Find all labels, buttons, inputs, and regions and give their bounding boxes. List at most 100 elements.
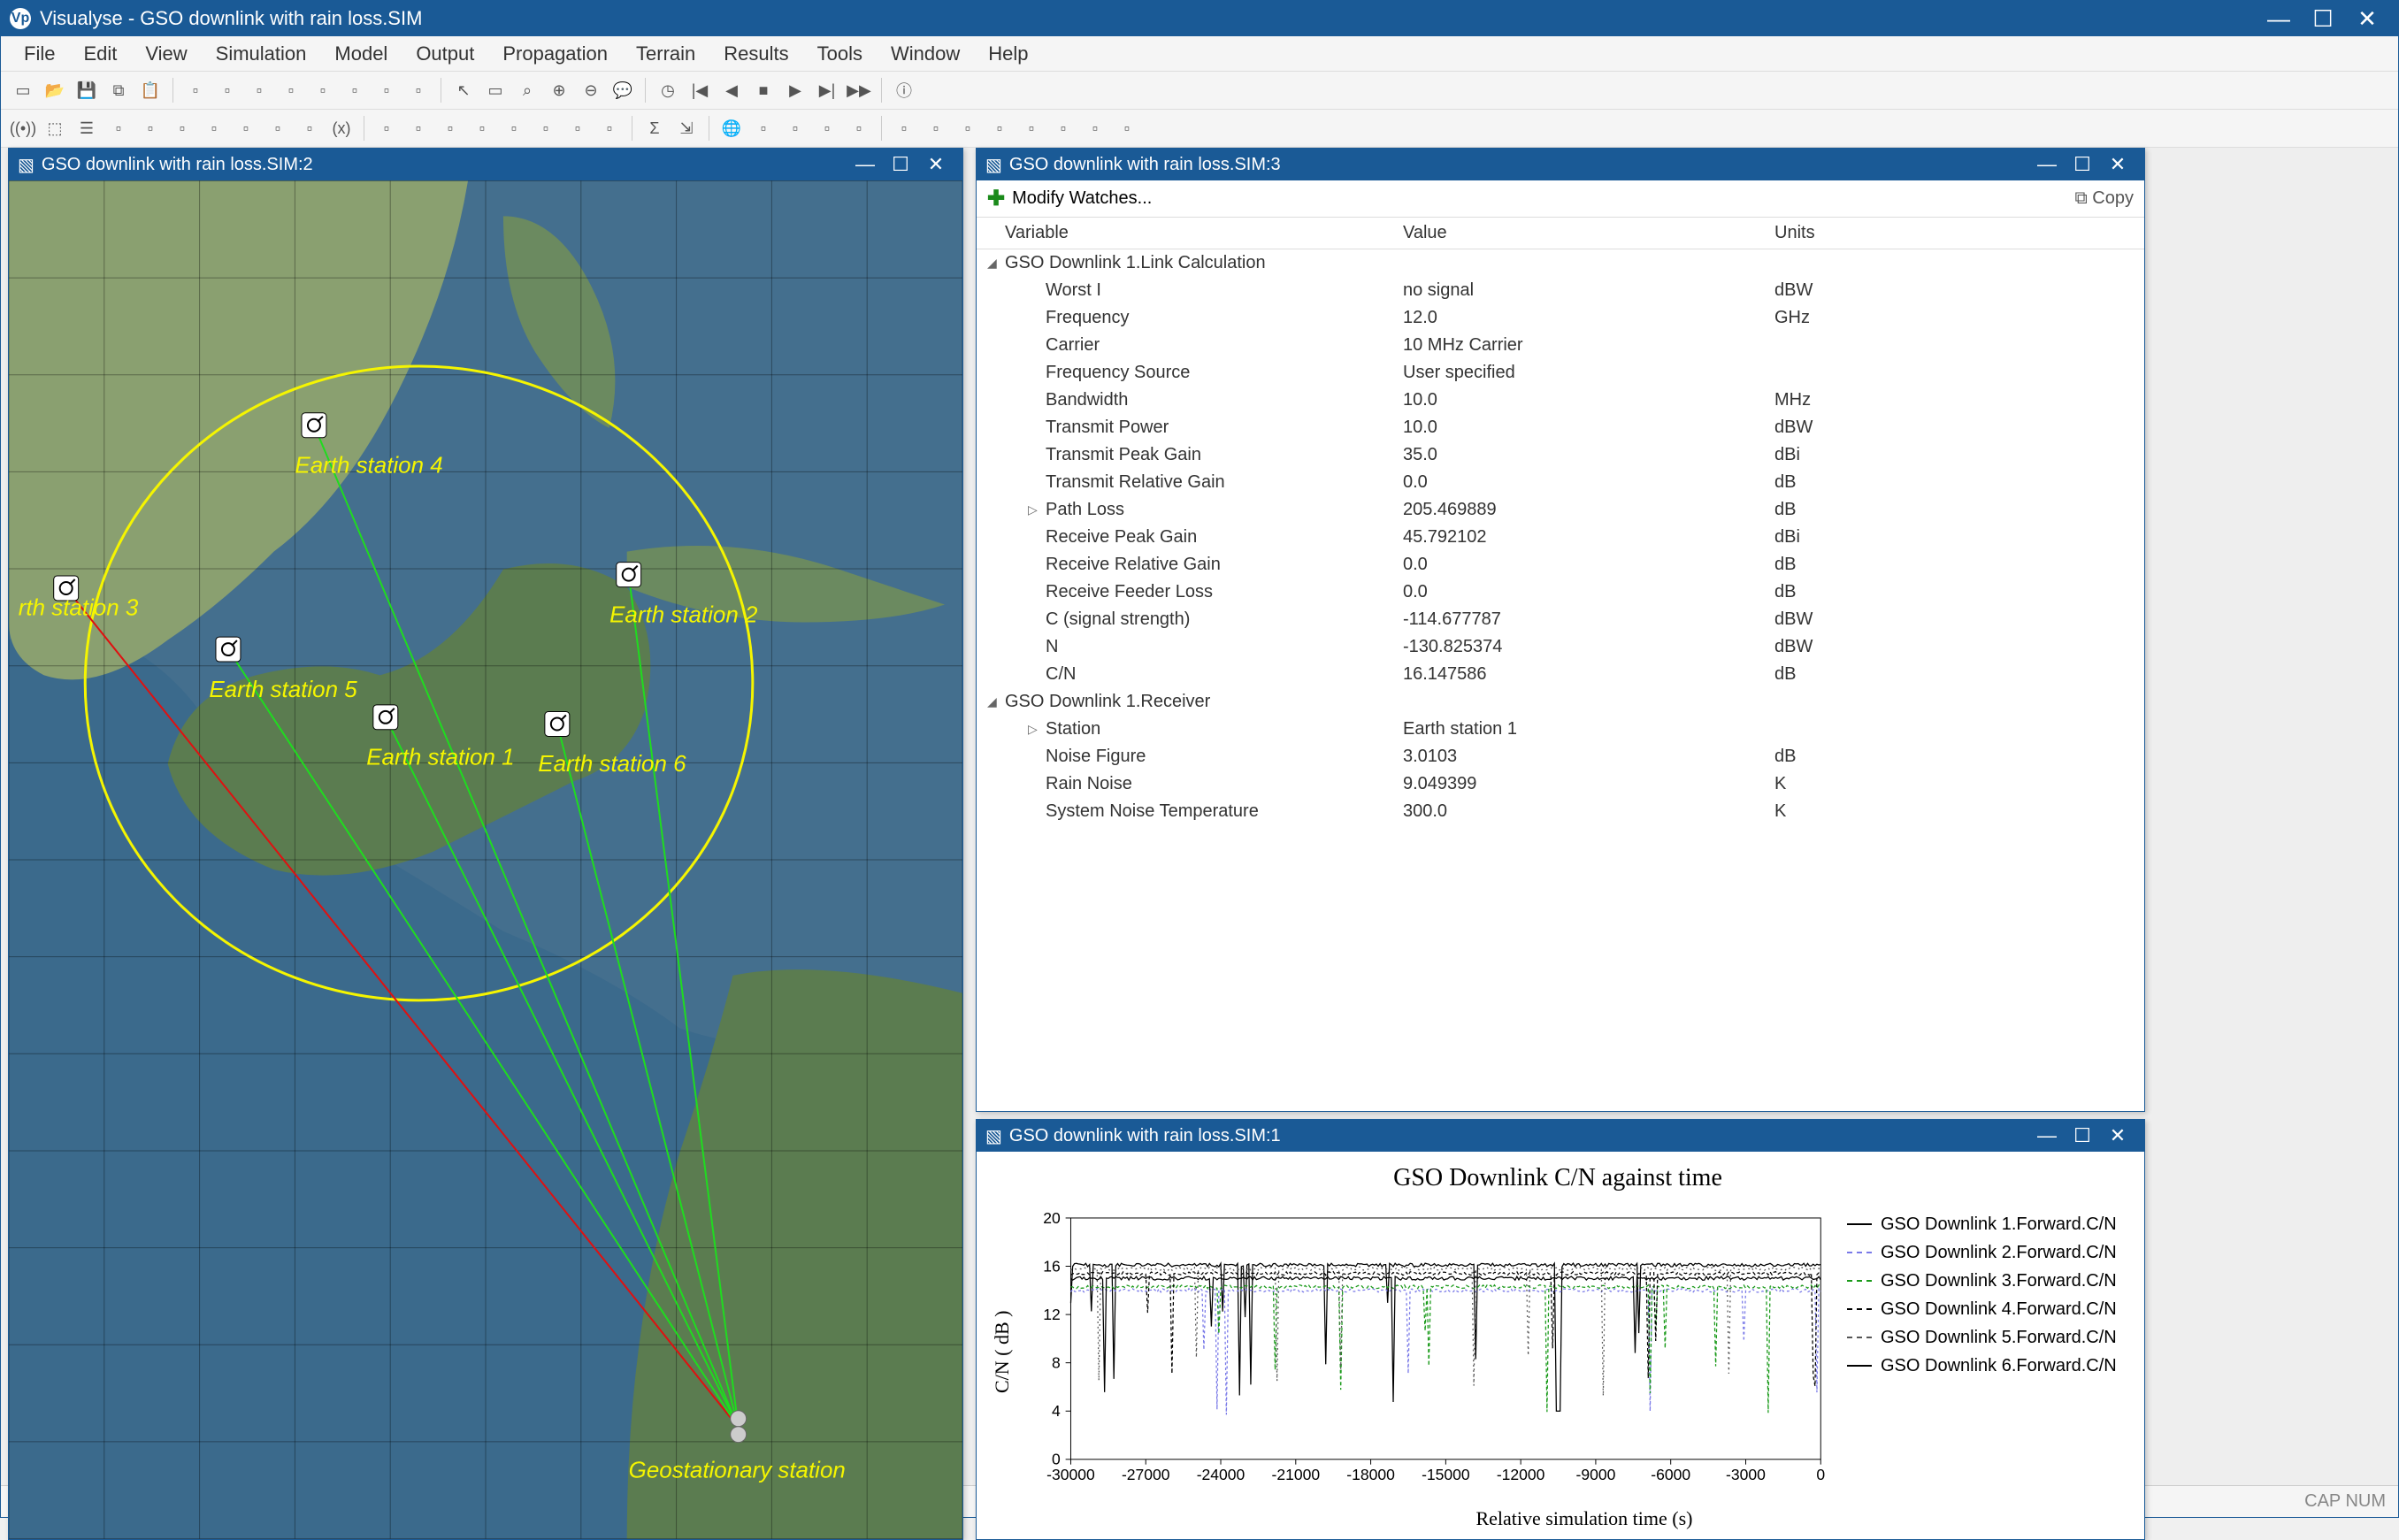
expand-icon[interactable]: ◢ xyxy=(987,694,1000,709)
menu-output[interactable]: Output xyxy=(402,37,488,71)
toolbar-net3-button[interactable]: ▫ xyxy=(953,113,983,143)
expand-icon[interactable]: ◢ xyxy=(987,256,1000,271)
expand-icon[interactable]: ▷ xyxy=(1028,722,1040,737)
watch-row[interactable]: Receive Relative Gain0.0dB xyxy=(977,551,2144,578)
toolbar-net6-button[interactable]: ▫ xyxy=(1048,113,1078,143)
toolbar-sat1-button[interactable]: ▫ xyxy=(748,113,778,143)
legend-item[interactable]: GSO Downlink 6.Forward.C/N xyxy=(1847,1352,2130,1380)
menu-propagation[interactable]: Propagation xyxy=(488,37,622,71)
col-units[interactable]: Units xyxy=(1774,223,2134,243)
watch-maximize-button[interactable]: ☐ xyxy=(2065,153,2100,176)
col-value[interactable]: Value xyxy=(1403,223,1774,243)
watch-row[interactable]: C (signal strength)-114.677787dBW xyxy=(977,606,2144,633)
map-minimize-button[interactable]: — xyxy=(847,153,883,176)
watch-row[interactable]: Carrier10 MHz Carrier xyxy=(977,332,2144,359)
chart-close-button[interactable]: ✕ xyxy=(2100,1124,2135,1147)
toolbar-select-rect-button[interactable]: ▭ xyxy=(480,75,510,105)
col-variable[interactable]: Variable xyxy=(987,223,1403,243)
toolbar-save-button[interactable]: 💾 xyxy=(72,75,102,105)
legend-item[interactable]: GSO Downlink 5.Forward.C/N xyxy=(1847,1323,2130,1352)
watch-row[interactable]: N-130.825374dBW xyxy=(977,633,2144,661)
toolbar-antenna2-button[interactable]: ▫ xyxy=(295,113,325,143)
close-button[interactable]: ✕ xyxy=(2345,5,2389,33)
toolbar-fx-button[interactable]: (x) xyxy=(326,113,356,143)
chart-plot-area[interactable]: 048121620-30000-27000-24000-21000-18000-… xyxy=(1019,1201,1829,1502)
watch-row[interactable]: System Noise Temperature300.0K xyxy=(977,798,2144,825)
watch-row[interactable]: Receive Peak Gain45.792102dBi xyxy=(977,524,2144,551)
watch-row[interactable]: Worst Ino signaldBW xyxy=(977,277,2144,304)
modify-watches-link[interactable]: Modify Watches... xyxy=(1012,188,1152,209)
chart-maximize-button[interactable]: ☐ xyxy=(2065,1124,2100,1147)
menu-file[interactable]: File xyxy=(10,37,69,71)
map-close-button[interactable]: ✕ xyxy=(918,153,954,176)
toolbar-step-fwd-button[interactable]: ▶| xyxy=(812,75,842,105)
watch-row[interactable]: Transmit Power10.0dBW xyxy=(977,414,2144,441)
watch-group[interactable]: ◢GSO Downlink 1.Link Calculation xyxy=(977,249,2144,277)
toolbar-net8-button[interactable]: ▫ xyxy=(1112,113,1142,143)
watch-row[interactable]: Rain Noise9.049399K xyxy=(977,770,2144,798)
minimize-button[interactable]: — xyxy=(2257,5,2301,33)
legend-item[interactable]: GSO Downlink 4.Forward.C/N xyxy=(1847,1295,2130,1323)
menu-results[interactable]: Results xyxy=(709,37,802,71)
menu-help[interactable]: Help xyxy=(974,37,1042,71)
toolbar-chain3-button[interactable]: ▫ xyxy=(199,113,229,143)
watch-row[interactable]: Transmit Relative Gain0.0dB xyxy=(977,469,2144,496)
toolbar-info-button[interactable]: ⓘ xyxy=(889,75,919,105)
watch-row[interactable]: Frequency SourceUser specified xyxy=(977,359,2144,387)
toolbar-node-button[interactable]: ⬚ xyxy=(40,113,70,143)
toolbar-net2-button[interactable]: ▫ xyxy=(921,113,951,143)
toolbar-group8-button[interactable]: ▫ xyxy=(594,113,625,143)
toolbar-earth-button[interactable]: 🌐 xyxy=(717,113,747,143)
watch-group[interactable]: ◢GSO Downlink 1.Receiver xyxy=(977,688,2144,716)
toolbar-net1-button[interactable]: ▫ xyxy=(889,113,919,143)
menu-tools[interactable]: Tools xyxy=(803,37,877,71)
toolbar-pointer-button[interactable]: ↖ xyxy=(448,75,479,105)
toolbar-clock-button[interactable]: ◷ xyxy=(653,75,683,105)
toolbar-link-button[interactable]: ▫ xyxy=(167,113,197,143)
toolbar-skip-end-button[interactable]: ▶▶ xyxy=(844,75,874,105)
menu-simulation[interactable]: Simulation xyxy=(202,37,321,71)
copy-button[interactable]: ⧉ Copy xyxy=(2074,188,2134,209)
titlebar[interactable]: Vp Visualyse - GSO downlink with rain lo… xyxy=(1,1,2398,36)
toolbar-group2-button[interactable]: ▫ xyxy=(403,113,433,143)
menu-window[interactable]: Window xyxy=(877,37,974,71)
toolbar-win-arr2-button[interactable]: ▫ xyxy=(276,75,306,105)
toolbar-win-arr1-button[interactable]: ▫ xyxy=(244,75,274,105)
toolbar-skip-start-button[interactable]: |◀ xyxy=(685,75,715,105)
toolbar-group1-button[interactable]: ▫ xyxy=(372,113,402,143)
menu-terrain[interactable]: Terrain xyxy=(622,37,709,71)
toolbar-win-cascade-button[interactable]: ▫ xyxy=(212,75,242,105)
toolbar-sigma-button[interactable]: Σ xyxy=(640,113,670,143)
toolbar-group5-button[interactable]: ▫ xyxy=(499,113,529,143)
toolbar-paste-button[interactable]: 📋 xyxy=(135,75,165,105)
toolbar-win-arr4-button[interactable]: ▫ xyxy=(372,75,402,105)
toolbar-new-button[interactable]: ▭ xyxy=(8,75,38,105)
legend-item[interactable]: GSO Downlink 3.Forward.C/N xyxy=(1847,1267,2130,1295)
toolbar-group3-button[interactable]: ▫ xyxy=(435,113,465,143)
legend-item[interactable]: GSO Downlink 2.Forward.C/N xyxy=(1847,1238,2130,1267)
watch-row[interactable]: Bandwidth10.0MHz xyxy=(977,387,2144,414)
toolbar-antenna-button[interactable]: ▫ xyxy=(263,113,293,143)
toolbar-layers-button[interactable]: ☰ xyxy=(72,113,102,143)
watch-window-titlebar[interactable]: ▧ GSO downlink with rain loss.SIM:3 — ☐ … xyxy=(977,149,2144,180)
toolbar-open-button[interactable]: 📂 xyxy=(40,75,70,105)
chart-window-titlebar[interactable]: ▧ GSO downlink with rain loss.SIM:1 — ☐ … xyxy=(977,1120,2144,1152)
legend-item[interactable]: GSO Downlink 1.Forward.C/N xyxy=(1847,1210,2130,1238)
toolbar-vector-button[interactable]: ▫ xyxy=(231,113,261,143)
expand-icon[interactable]: ▷ xyxy=(1028,502,1040,517)
toolbar-net4-button[interactable]: ▫ xyxy=(985,113,1015,143)
toolbar-play-button[interactable]: ▶ xyxy=(780,75,810,105)
watch-row[interactable]: Noise Figure3.0103dB xyxy=(977,743,2144,770)
map-view[interactable]: Earth station 4rth station 3Earth statio… xyxy=(9,180,962,1539)
maximize-button[interactable]: ☐ xyxy=(2301,5,2345,33)
toolbar-zoom-box-button[interactable]: ⌕ xyxy=(512,75,542,105)
toolbar-group7-button[interactable]: ▫ xyxy=(563,113,593,143)
toolbar-group4-button[interactable]: ▫ xyxy=(467,113,497,143)
toolbar-zoom-out-button[interactable]: ⊖ xyxy=(576,75,606,105)
toolbar-copy-button[interactable]: ⧉ xyxy=(103,75,134,105)
toolbar-step-back-button[interactable]: ◀ xyxy=(717,75,747,105)
toolbar-win-arr5-button[interactable]: ▫ xyxy=(403,75,433,105)
watch-row[interactable]: C/N16.147586dB xyxy=(977,661,2144,688)
watch-minimize-button[interactable]: — xyxy=(2029,153,2065,176)
toolbar-group6-button[interactable]: ▫ xyxy=(531,113,561,143)
